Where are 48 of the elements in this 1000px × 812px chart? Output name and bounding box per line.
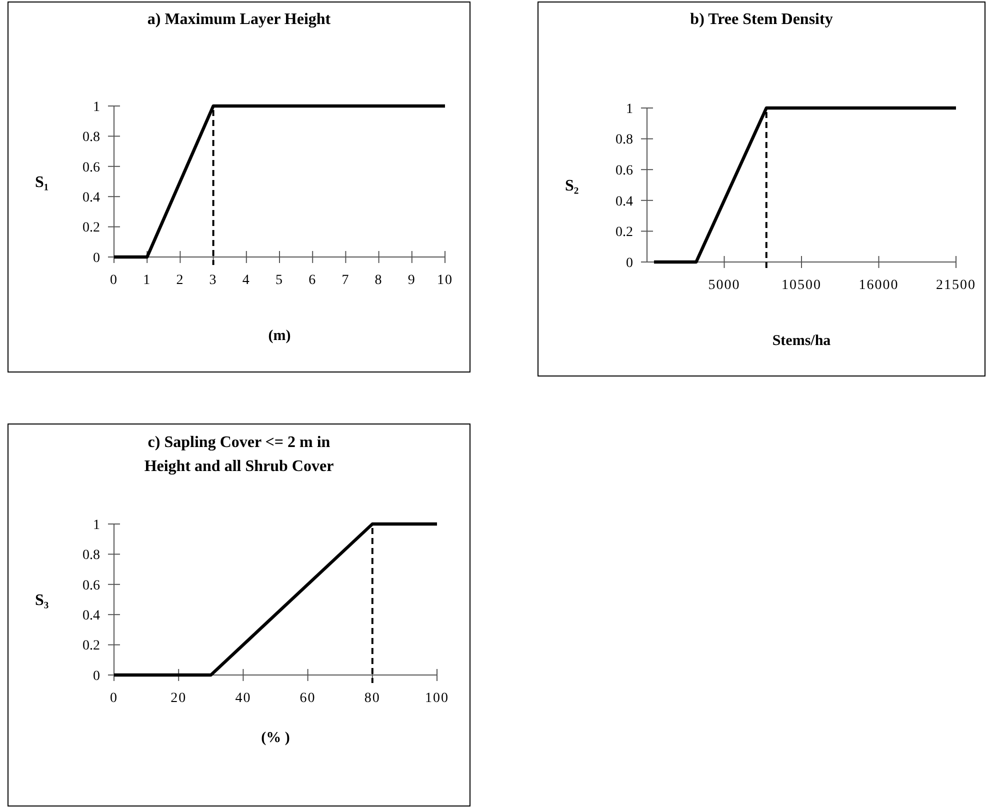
y-tick-label: 0.2	[82, 220, 100, 236]
x-tick-label: 5	[276, 273, 284, 288]
x-tick-label: 2	[176, 273, 184, 288]
x-tick-label: 9	[408, 273, 416, 288]
y-tick-label: 0.4	[82, 190, 100, 206]
x-tick-label: 4	[242, 273, 250, 288]
x-tick-label: 1	[143, 273, 152, 288]
y-tick-label: 0.2	[616, 225, 633, 240]
x-tick-label: 16000	[858, 278, 899, 293]
y-tick-label: 0	[626, 256, 633, 271]
y-tick-label: 0.4	[616, 194, 633, 210]
chart-title: c) Sapling Cover <= 2 m in Height and all Shrub Cover	[144, 434, 334, 475]
y-tick-label: 0.8	[82, 130, 100, 146]
x-tick-label: 60	[300, 691, 316, 706]
x-tick-label: 100	[425, 691, 449, 706]
x-axis-title: (% )	[261, 730, 290, 746]
y-tick-label: 1	[93, 518, 100, 533]
y-tick-label: 1	[93, 100, 100, 115]
chart-title: b) Tree Stem Density	[690, 11, 833, 28]
x-axis-title: Stems/ha	[772, 333, 832, 349]
x-tick-label: 7	[342, 273, 350, 288]
y-tick-label: 0.8	[82, 548, 100, 564]
y-tick-label: 0	[93, 250, 100, 266]
x-tick-label: 0	[110, 691, 118, 706]
x-tick-label: 5000	[708, 278, 740, 293]
y-axis-title: S₁	[35, 174, 49, 192]
y-tick-label: 1	[626, 102, 633, 117]
y-tick-label: 0.4	[82, 608, 100, 624]
x-tick-label: 20	[170, 691, 187, 706]
x-tick-label: 8	[374, 273, 383, 288]
x-tick-label: 21500	[936, 278, 976, 293]
x-tick-label: 6	[308, 273, 317, 288]
y-tick-label: 0	[93, 668, 100, 684]
x-tick-label: 3	[209, 273, 218, 288]
y-axis-title: S₂	[565, 178, 579, 195]
y-tick-label: 0.2	[82, 638, 100, 654]
y-tick-label: 0.6	[82, 160, 100, 176]
chart-title: a) Maximum Layer Height	[147, 11, 332, 28]
x-tick-label: 0	[110, 273, 118, 288]
x-tick-label: 80	[364, 691, 380, 706]
x-tick-label: 10500	[782, 278, 822, 293]
x-axis-title: (m)	[268, 328, 291, 344]
x-tick-label: 40	[235, 691, 252, 706]
y-tick-label: 0.6	[82, 578, 100, 594]
y-axis-title: S₃	[35, 592, 49, 610]
y-tick-label: 0.8	[616, 132, 633, 148]
x-tick-label: 10	[437, 273, 453, 288]
y-tick-label: 0.6	[616, 164, 633, 178]
